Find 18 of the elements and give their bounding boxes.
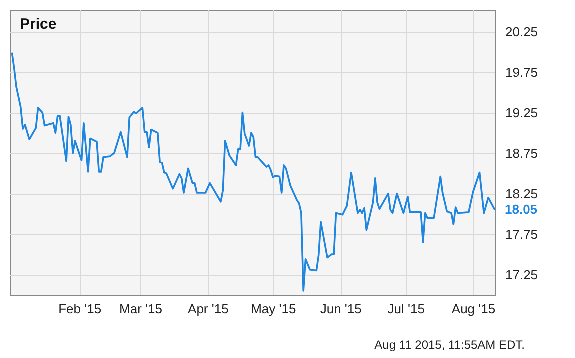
y-tick-label: 17.25 bbox=[506, 267, 538, 282]
text: Aug 11 2015, 11:55AM EDT. bbox=[374, 338, 525, 352]
y-tick-label: 18.75 bbox=[506, 146, 538, 161]
x-tick-label: Jul '15 bbox=[388, 302, 425, 316]
x-tick-label: Apr '15 bbox=[188, 302, 229, 316]
x-tick-label: Mar '15 bbox=[120, 302, 162, 316]
line-series bbox=[11, 52, 495, 292]
x-tick-label: Aug '15 bbox=[452, 302, 496, 316]
x-tick-label: Jun '15 bbox=[320, 302, 362, 316]
annotation: 18.05 bbox=[505, 202, 538, 217]
y-tick-label: 19.25 bbox=[506, 105, 538, 120]
y-tick-label: 20.25 bbox=[506, 24, 538, 40]
x-tick-label: Feb '15 bbox=[58, 302, 102, 316]
y-tick-label: 17.75 bbox=[506, 226, 538, 242]
chart-title: Price bbox=[20, 16, 57, 33]
x-tick-label: May '15 bbox=[251, 302, 296, 316]
y-tick-label: 19.75 bbox=[506, 64, 538, 80]
y-tick-label: 18.25 bbox=[506, 186, 538, 202]
